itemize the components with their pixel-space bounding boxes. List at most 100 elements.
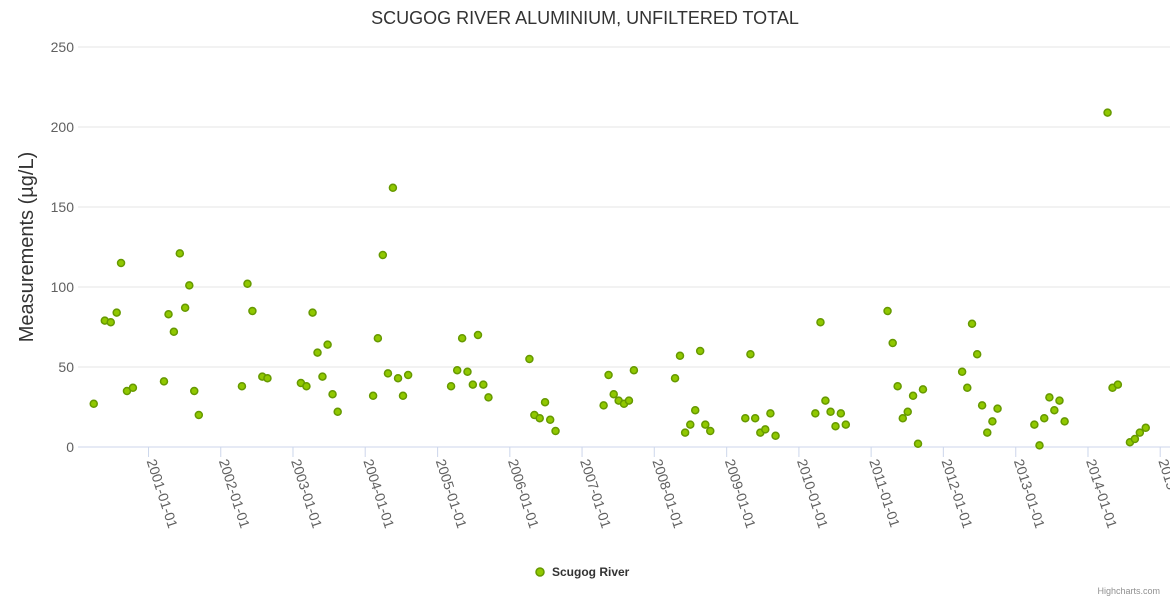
- data-point-36[interactable]: [446, 381, 456, 391]
- data-point-26[interactable]: [328, 389, 337, 399]
- data-point-56[interactable]: [629, 365, 639, 375]
- data-point-69[interactable]: [761, 425, 770, 434]
- data-point-2[interactable]: [106, 317, 116, 327]
- data-point-101[interactable]: [1060, 417, 1069, 426]
- data-point-11[interactable]: [180, 303, 190, 313]
- data-point-84[interactable]: [908, 391, 918, 401]
- data-point-46[interactable]: [535, 413, 544, 423]
- data-point-55[interactable]: [624, 396, 634, 405]
- data-point-61[interactable]: [690, 405, 700, 415]
- data-point-72[interactable]: [811, 409, 820, 418]
- data-point-40[interactable]: [468, 380, 478, 389]
- data-point-38[interactable]: [457, 333, 467, 343]
- data-point-8[interactable]: [164, 309, 173, 319]
- data-point-12[interactable]: [185, 281, 194, 290]
- data-point-15[interactable]: [237, 381, 247, 391]
- data-point-42[interactable]: [479, 380, 488, 389]
- data-point-77[interactable]: [836, 409, 846, 418]
- data-point-92[interactable]: [983, 428, 992, 437]
- data-point-28[interactable]: [368, 391, 378, 401]
- data-point-48[interactable]: [545, 415, 555, 425]
- data-point-47[interactable]: [540, 397, 550, 407]
- data-point-87[interactable]: [957, 367, 967, 377]
- data-point-10[interactable]: [175, 249, 185, 258]
- data-point-100[interactable]: [1055, 396, 1064, 405]
- data-point-93[interactable]: [988, 417, 997, 426]
- data-point-108[interactable]: [1141, 423, 1151, 433]
- data-point-0[interactable]: [89, 399, 98, 409]
- legend-item-scugog-river[interactable]: Scugog River: [552, 565, 630, 579]
- data-point-107[interactable]: [1135, 428, 1145, 437]
- data-point-102[interactable]: [1103, 108, 1112, 117]
- data-point-99[interactable]: [1050, 405, 1059, 415]
- data-point-9[interactable]: [169, 327, 179, 337]
- data-point-81[interactable]: [893, 381, 902, 391]
- data-point-79[interactable]: [883, 306, 892, 316]
- data-point-22[interactable]: [308, 308, 317, 317]
- data-point-50[interactable]: [599, 401, 608, 410]
- data-point-17[interactable]: [248, 306, 257, 316]
- data-point-32[interactable]: [388, 183, 398, 193]
- data-point-37[interactable]: [452, 365, 462, 375]
- data-point-24[interactable]: [318, 372, 327, 381]
- data-point-95[interactable]: [1030, 420, 1039, 429]
- data-point-75[interactable]: [826, 407, 835, 417]
- data-point-21[interactable]: [302, 381, 311, 391]
- data-point-89[interactable]: [967, 319, 977, 329]
- data-point-44[interactable]: [525, 354, 534, 364]
- data-point-85[interactable]: [913, 439, 923, 449]
- data-point-13[interactable]: [190, 386, 199, 396]
- data-point-6[interactable]: [128, 383, 138, 393]
- data-point-73[interactable]: [816, 317, 825, 327]
- data-point-98[interactable]: [1045, 393, 1054, 402]
- data-point-62[interactable]: [695, 346, 705, 356]
- data-point-39[interactable]: [463, 367, 472, 377]
- data-point-23[interactable]: [313, 348, 322, 357]
- data-point-65[interactable]: [741, 413, 750, 423]
- data-point-30[interactable]: [378, 250, 388, 260]
- data-point-35[interactable]: [403, 370, 413, 380]
- data-point-96[interactable]: [1035, 441, 1044, 450]
- data-point-43[interactable]: [484, 393, 493, 402]
- data-point-49[interactable]: [551, 426, 560, 436]
- data-point-76[interactable]: [831, 421, 840, 431]
- data-point-7[interactable]: [159, 377, 169, 386]
- data-point-58[interactable]: [675, 351, 685, 361]
- data-point-88[interactable]: [963, 383, 972, 393]
- data-point-52[interactable]: [609, 389, 618, 399]
- data-point-33[interactable]: [393, 373, 403, 383]
- data-point-63[interactable]: [701, 420, 710, 429]
- data-point-41[interactable]: [473, 330, 483, 340]
- credits-link[interactable]: Highcharts.com: [1097, 586, 1160, 596]
- data-point-25[interactable]: [323, 340, 332, 349]
- data-point-66[interactable]: [746, 349, 755, 359]
- data-point-67[interactable]: [750, 413, 760, 423]
- data-point-90[interactable]: [972, 349, 982, 359]
- legend[interactable]: Scugog River: [535, 565, 630, 579]
- data-point-94[interactable]: [993, 404, 1002, 413]
- data-point-19[interactable]: [263, 373, 272, 383]
- data-point-34[interactable]: [398, 391, 408, 401]
- data-point-51[interactable]: [604, 370, 613, 380]
- data-point-64[interactable]: [706, 426, 715, 436]
- data-point-59[interactable]: [680, 428, 690, 437]
- data-point-29[interactable]: [373, 333, 383, 343]
- data-point-86[interactable]: [918, 385, 928, 394]
- data-point-16[interactable]: [243, 279, 252, 289]
- data-point-60[interactable]: [686, 420, 695, 429]
- data-point-97[interactable]: [1040, 413, 1049, 423]
- data-point-71[interactable]: [771, 431, 780, 441]
- data-point-83[interactable]: [903, 407, 912, 417]
- data-point-57[interactable]: [670, 373, 680, 383]
- data-point-82[interactable]: [898, 413, 908, 423]
- data-point-70[interactable]: [766, 409, 775, 418]
- data-point-91[interactable]: [977, 401, 987, 410]
- data-point-80[interactable]: [888, 338, 897, 348]
- data-point-4[interactable]: [116, 258, 126, 268]
- data-point-106[interactable]: [1130, 434, 1140, 444]
- data-point-14[interactable]: [194, 410, 204, 420]
- data-point-27[interactable]: [333, 407, 342, 417]
- data-point-104[interactable]: [1113, 380, 1123, 389]
- data-point-3[interactable]: [112, 308, 121, 317]
- data-point-74[interactable]: [821, 396, 830, 405]
